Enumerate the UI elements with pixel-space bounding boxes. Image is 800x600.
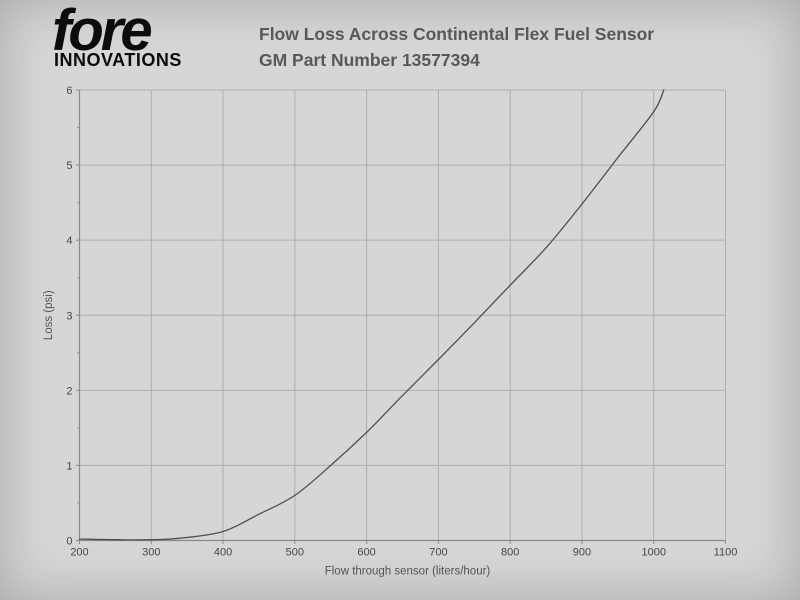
y-tick-label: 3: [66, 310, 72, 322]
logo-brand-text: fore: [52, 0, 153, 63]
flow-loss-curve: [78, 89, 665, 541]
y-tick-label: 0: [66, 536, 72, 548]
y-tick-label: 2: [66, 385, 72, 397]
y-axis-label: Loss (psi): [43, 290, 55, 340]
logo-subtitle-text: INNOVATIONS: [54, 50, 182, 70]
chart-title: Flow Loss Across Continental Flex Fuel S…: [259, 21, 654, 73]
x-tick-label: 500: [286, 547, 304, 559]
x-tick-label: 200: [70, 547, 88, 559]
fore-innovations-logo: fore INNOVATIONS: [52, 0, 182, 70]
x-tick-label: 800: [501, 547, 519, 559]
chart-title-line1: Flow Loss Across Continental Flex Fuel S…: [259, 24, 655, 44]
x-tick-label: 900: [573, 547, 591, 559]
y-tick-label: 5: [66, 160, 72, 172]
x-tick-label: 700: [429, 547, 447, 559]
chart-title-line2: GM Part Number 13577394: [259, 50, 480, 70]
y-tick-label: 6: [66, 85, 72, 97]
y-tick-label: 1: [66, 460, 72, 472]
y-tick-label: 4: [66, 235, 72, 247]
x-tick-label: 1100: [714, 547, 738, 559]
x-tick-label: 600: [357, 547, 375, 559]
x-axis-label: Flow through sensor (liters/hour): [325, 566, 491, 578]
x-tick-label: 400: [214, 547, 232, 559]
x-tick-label: 300: [142, 547, 160, 559]
x-tick-label: 1000: [641, 547, 665, 559]
